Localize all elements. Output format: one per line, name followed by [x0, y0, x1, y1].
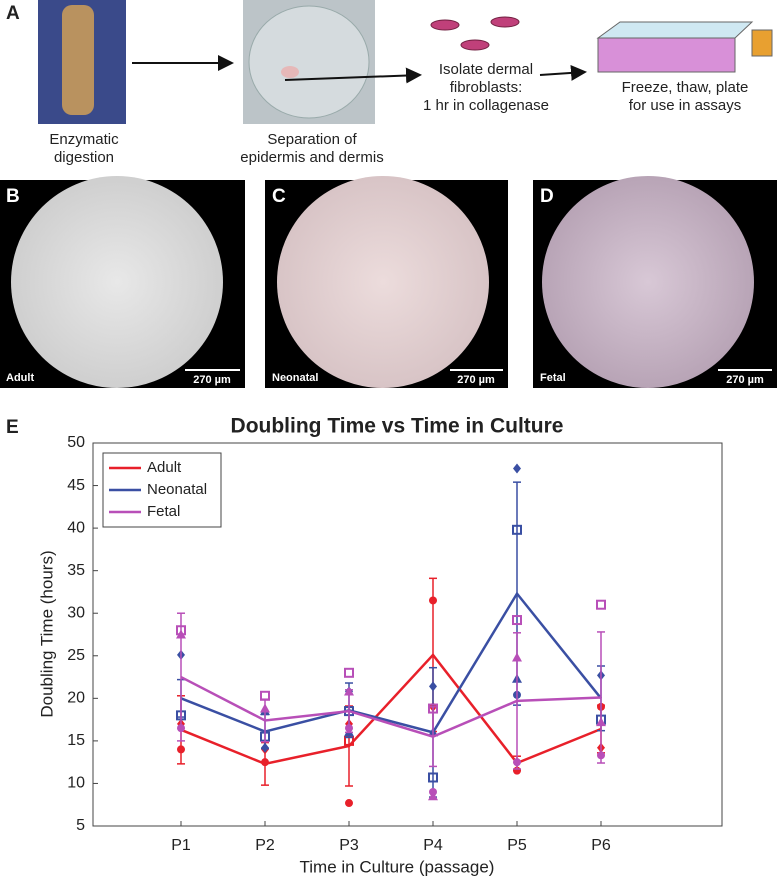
panel-label: A	[6, 3, 20, 24]
x-tick-label: P4	[423, 837, 443, 854]
legend-label: Adult	[147, 459, 182, 476]
data-point	[344, 667, 354, 678]
chart-title: Doubling Time vs Time in Culture	[231, 415, 564, 438]
y-tick-label: 15	[67, 732, 85, 749]
caption: epidermis and dermis	[240, 149, 383, 166]
y-tick-label: 35	[67, 562, 85, 579]
micrograph-label: Adult	[6, 372, 34, 384]
plot-frame	[92, 442, 723, 827]
y-tick-label: 5	[76, 817, 85, 834]
legend-label: Fetal	[147, 503, 180, 520]
panel-label: D	[540, 186, 554, 207]
y-tick-label: 25	[67, 647, 85, 664]
error-bar	[597, 631, 605, 764]
scale-label: 270 µm	[193, 374, 231, 386]
dish	[248, 5, 370, 119]
tissue	[281, 66, 299, 78]
x-tick-label: P6	[591, 837, 611, 854]
panel-label: C	[272, 186, 286, 207]
x-axis-label: Time in Culture (passage)	[300, 857, 495, 876]
series-line	[180, 591, 602, 734]
y-tick-label: 40	[67, 519, 85, 536]
x-tick-label: P2	[255, 837, 275, 854]
x-tick-label: P1	[171, 837, 191, 854]
micrograph-label: Neonatal	[272, 372, 318, 384]
flask-top	[596, 21, 754, 39]
scale-label: 270 µm	[726, 374, 764, 386]
caption: digestion	[54, 149, 114, 166]
caption: Freeze, thaw, plate	[622, 79, 749, 96]
series-line	[180, 652, 602, 766]
panel-label: E	[6, 417, 19, 438]
legend-label: Neonatal	[147, 481, 207, 498]
y-tick-label: 20	[67, 690, 85, 707]
x-tick-label: P5	[507, 837, 527, 854]
y-tick-label: 45	[67, 477, 85, 494]
panel-label: B	[6, 186, 20, 207]
y-tick-label: 30	[67, 604, 85, 621]
flask	[597, 37, 736, 73]
data-point	[596, 599, 606, 610]
micrograph: C Neonatal 270 µm	[265, 176, 508, 388]
data-point	[429, 787, 437, 796]
x-tick-label: P3	[339, 837, 359, 854]
series-line	[180, 675, 602, 738]
y-tick-label: 10	[67, 775, 85, 792]
micrograph-label: Fetal	[540, 372, 566, 384]
y-tick-label: 50	[67, 434, 85, 451]
scale-label: 270 µm	[457, 374, 495, 386]
caption: Isolate dermal	[439, 61, 533, 78]
caption: Enzymatic	[49, 131, 119, 148]
caption: fibroblasts:	[450, 79, 523, 96]
caption: 1 hr in collagenase	[423, 97, 549, 114]
micrograph: B Adult 270 µm	[0, 176, 245, 388]
data-point	[512, 615, 522, 626]
data-point	[345, 799, 353, 808]
arrow	[284, 67, 422, 84]
y-axis-label: Doubling Time (hours)	[37, 550, 56, 717]
arrow	[539, 64, 587, 81]
tube	[62, 5, 94, 115]
micrograph: D Fetal 270 µm	[533, 176, 777, 388]
cell-icons	[430, 16, 520, 51]
workflow-art	[38, 0, 773, 124]
caption: Separation of	[267, 131, 357, 148]
caption: for use in assays	[629, 97, 742, 114]
flask-cap	[751, 29, 773, 57]
data-point	[513, 463, 521, 474]
